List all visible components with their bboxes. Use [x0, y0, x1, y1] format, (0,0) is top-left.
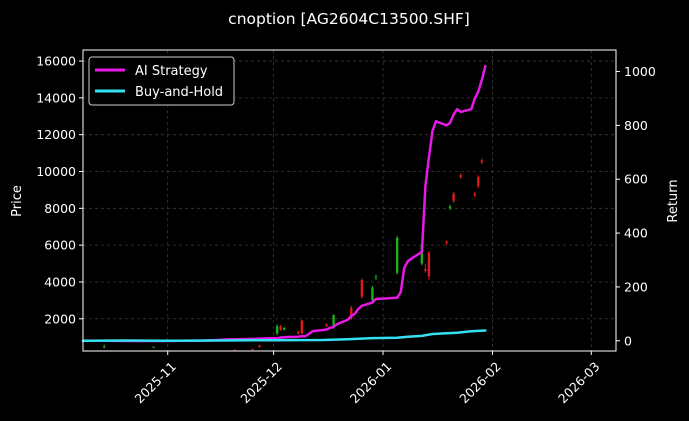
y-right-tick-label-1: 200 [624, 279, 648, 294]
y-right-tick-label-4: 800 [624, 118, 648, 133]
y-axis-left-label: Price [10, 185, 25, 217]
candle-body-2 [233, 349, 236, 351]
candle-body-8 [297, 331, 300, 334]
candle-body-9 [300, 320, 304, 334]
y-left-tick-label-4: 10000 [36, 164, 76, 179]
candles [102, 158, 484, 351]
candle-body-23 [459, 175, 462, 178]
y-left-tick-label-7: 16000 [36, 54, 76, 69]
series-lines [81, 64, 487, 343]
candle-body-16 [395, 237, 399, 273]
candle-body-25 [477, 177, 480, 187]
candle-body-3 [251, 348, 254, 350]
y-right-tick-label-5: 1000 [624, 64, 656, 79]
series-line-ai-strategy [81, 64, 487, 343]
candle-body-4 [258, 345, 261, 348]
candle-body-15 [374, 276, 378, 278]
y-axis-right: 0 200 400 600 800 1000 [616, 64, 656, 348]
legend-label-buy-and-hold: Buy-and-Hold [135, 85, 223, 100]
y-left-tick-label-5: 12000 [36, 127, 76, 142]
candle-body-14 [371, 287, 374, 301]
legend-label-ai-strategy: AI Strategy [135, 64, 208, 79]
y-right-tick-label-3: 600 [624, 172, 648, 187]
candle-body-18 [424, 269, 427, 271]
y-right-tick-label-2: 400 [624, 226, 648, 241]
candle-body-7 [282, 327, 286, 330]
y-left-tick-label-3: 8000 [44, 201, 76, 216]
y-axis-left: 2000 4000 6000 8000 10000 12000 14000 16000 [36, 54, 83, 326]
candle-body-26 [480, 160, 484, 163]
y-right-tick-label-0: 0 [624, 333, 632, 348]
candle-body-1 [152, 346, 155, 348]
candle-body-5 [275, 326, 279, 334]
y-left-tick-label-0: 2000 [44, 311, 76, 326]
series-line-buy-and-hold [81, 329, 487, 343]
legend: AI Strategy Buy-and-Hold [88, 56, 235, 106]
candle-body-0 [102, 346, 106, 348]
plot-frame [82, 49, 617, 352]
chart-title: cnoption [AG2604C13500.SHF] [228, 10, 470, 28]
candle-body-6 [279, 326, 282, 330]
legend-box [88, 56, 235, 106]
y-axis-right-label: Return [666, 179, 681, 222]
candle-body-19 [427, 252, 431, 277]
candle-body-17 [420, 245, 424, 264]
candle-body-21 [448, 206, 452, 209]
candle-body-11 [332, 315, 335, 328]
candle-body-10 [325, 324, 328, 327]
candle-body-12 [350, 307, 353, 319]
candle-body-13 [360, 280, 364, 297]
y-left-tick-label-6: 14000 [36, 90, 76, 105]
candle-body-22 [452, 193, 455, 201]
y-left-tick-label-2: 6000 [44, 238, 76, 253]
candle-body-24 [473, 193, 477, 196]
y-left-tick-label-1: 4000 [44, 274, 76, 289]
candle-body-20 [445, 241, 448, 244]
